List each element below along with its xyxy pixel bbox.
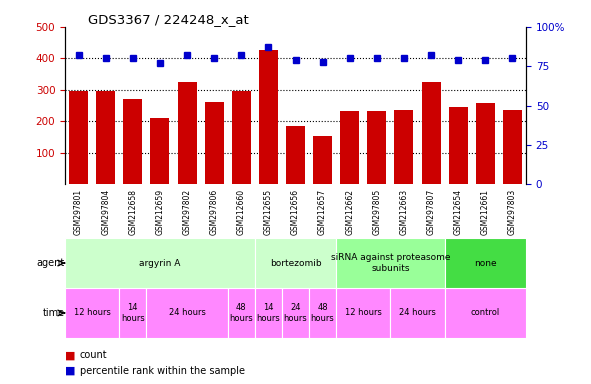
Bar — [147, 288, 228, 338]
Bar — [449, 106, 467, 184]
Text: GSM297806: GSM297806 — [210, 189, 219, 235]
Text: GSM212655: GSM212655 — [264, 189, 273, 235]
Text: count: count — [80, 350, 108, 360]
Text: agent: agent — [36, 258, 64, 268]
Text: percentile rank within the sample: percentile rank within the sample — [80, 366, 245, 376]
Text: GSM212660: GSM212660 — [237, 189, 246, 235]
Bar — [228, 288, 255, 338]
Text: 14
hours: 14 hours — [121, 303, 145, 323]
Bar — [368, 111, 387, 184]
Text: 48
hours: 48 hours — [311, 303, 335, 323]
Bar — [259, 50, 278, 184]
Text: GSM212656: GSM212656 — [291, 189, 300, 235]
Text: GSM297803: GSM297803 — [508, 189, 517, 235]
Bar — [69, 91, 88, 184]
Text: none: none — [474, 258, 496, 268]
Text: 14
hours: 14 hours — [256, 303, 280, 323]
Bar — [503, 110, 522, 184]
Bar — [340, 111, 359, 184]
Text: ■: ■ — [65, 350, 76, 360]
Bar — [476, 103, 495, 184]
Bar — [444, 238, 526, 288]
Bar — [65, 238, 255, 288]
Bar — [177, 82, 197, 184]
Text: GSM212661: GSM212661 — [481, 189, 490, 235]
Text: bortezomib: bortezomib — [269, 258, 322, 268]
Bar — [232, 91, 251, 184]
Bar — [204, 102, 223, 184]
Text: GSM212658: GSM212658 — [128, 189, 137, 235]
Bar — [255, 238, 336, 288]
Text: GSM212663: GSM212663 — [400, 189, 408, 235]
Text: GSM212654: GSM212654 — [454, 189, 463, 235]
Text: GSM212657: GSM212657 — [318, 189, 327, 235]
Text: argyrin A: argyrin A — [139, 258, 181, 268]
Bar — [444, 288, 526, 338]
Bar — [255, 288, 282, 338]
Text: GSM297805: GSM297805 — [372, 189, 381, 235]
Bar — [282, 288, 309, 338]
Text: GSM297801: GSM297801 — [74, 189, 83, 235]
Bar — [65, 288, 119, 338]
Text: GSM297807: GSM297807 — [427, 189, 436, 235]
Bar — [394, 110, 414, 184]
Bar — [124, 99, 142, 184]
Bar — [391, 288, 444, 338]
Bar — [309, 288, 336, 338]
Bar — [421, 82, 440, 184]
Text: GSM212659: GSM212659 — [155, 189, 164, 235]
Text: ■: ■ — [65, 366, 76, 376]
Text: 12 hours: 12 hours — [345, 308, 382, 318]
Text: GSM212662: GSM212662 — [345, 189, 354, 235]
Bar — [286, 126, 305, 184]
Text: GSM297804: GSM297804 — [101, 189, 110, 235]
Text: 24 hours: 24 hours — [399, 308, 436, 318]
Bar — [313, 136, 332, 184]
Bar — [336, 238, 444, 288]
Text: control: control — [470, 308, 500, 318]
Text: 12 hours: 12 hours — [74, 308, 111, 318]
Text: 24 hours: 24 hours — [168, 308, 206, 318]
Text: time: time — [43, 308, 64, 318]
Text: siRNA against proteasome
subunits: siRNA against proteasome subunits — [330, 253, 450, 273]
Bar — [336, 288, 391, 338]
Text: GDS3367 / 224248_x_at: GDS3367 / 224248_x_at — [88, 13, 249, 26]
Text: GSM297802: GSM297802 — [183, 189, 191, 235]
Bar — [119, 288, 147, 338]
Text: 48
hours: 48 hours — [229, 303, 253, 323]
Bar — [96, 91, 115, 184]
Text: 24
hours: 24 hours — [284, 303, 307, 323]
Bar — [151, 118, 170, 184]
